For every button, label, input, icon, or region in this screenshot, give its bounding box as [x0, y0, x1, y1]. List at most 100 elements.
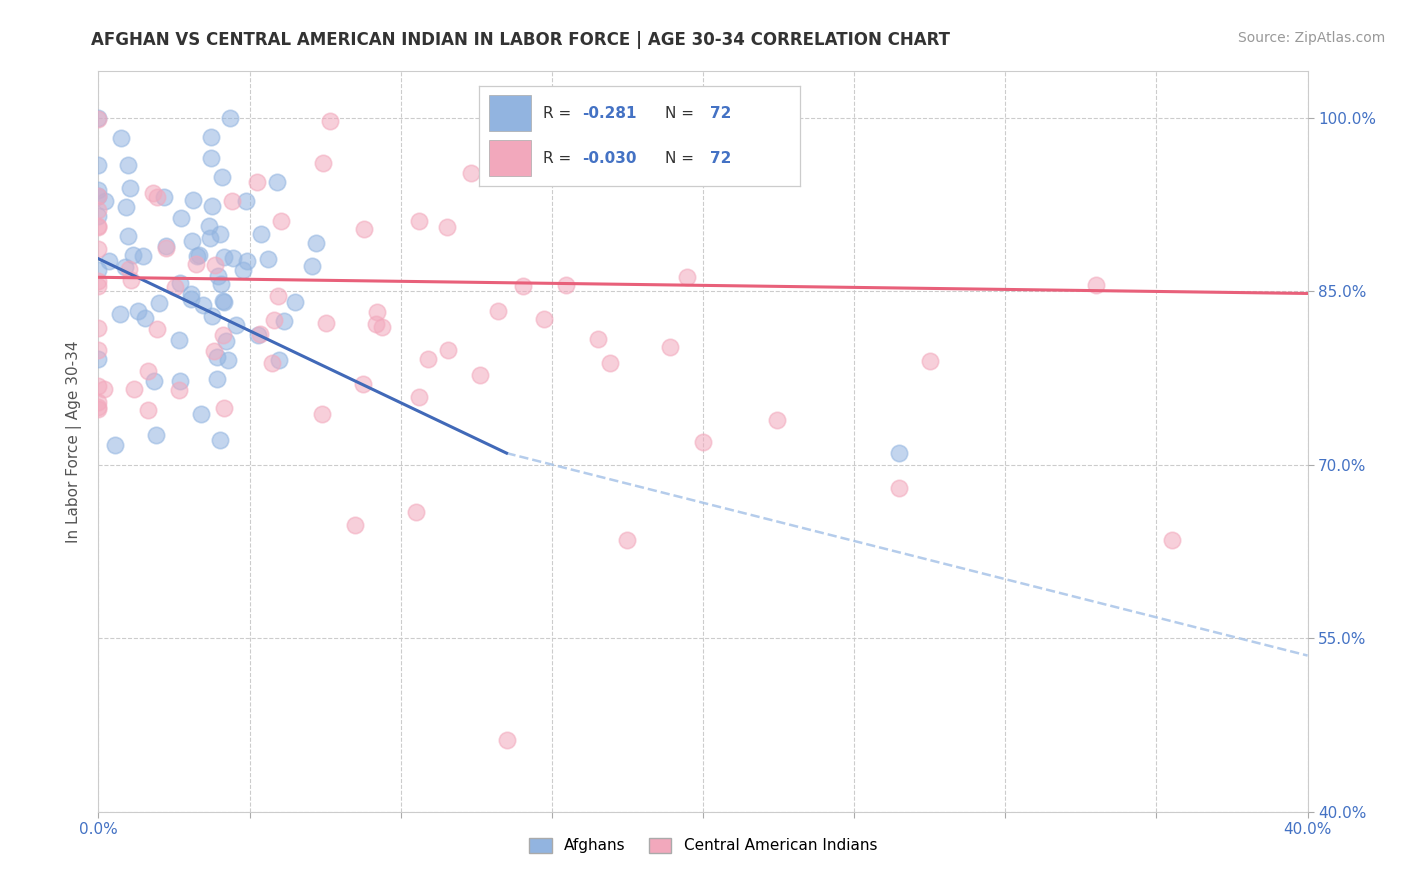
Point	[87, 274, 110, 288]
Point	[155, 241, 177, 255]
Point	[533, 311, 555, 326]
Point	[93, 382, 115, 396]
Point	[165, 280, 187, 294]
Point	[180, 234, 202, 248]
Point	[87, 401, 110, 416]
Point	[187, 247, 209, 261]
Point	[364, 317, 387, 331]
Point	[186, 249, 208, 263]
Point	[87, 320, 110, 334]
Point	[142, 374, 165, 388]
Point	[1160, 533, 1182, 547]
Point	[371, 320, 394, 334]
Point	[250, 227, 273, 241]
Point	[117, 158, 139, 172]
Point	[191, 298, 214, 312]
Point	[408, 390, 430, 404]
Text: AFGHAN VS CENTRAL AMERICAN INDIAN IN LABOR FORCE | AGE 30-34 CORRELATION CHART: AFGHAN VS CENTRAL AMERICAN INDIAN IN LAB…	[91, 31, 950, 49]
Point	[208, 433, 231, 447]
Point	[353, 221, 375, 235]
Point	[169, 375, 191, 389]
Point	[319, 114, 342, 128]
Point	[97, 254, 120, 268]
Point	[183, 193, 205, 207]
Point	[205, 350, 228, 364]
Point	[169, 277, 191, 291]
Point	[87, 279, 110, 293]
Point	[267, 352, 290, 367]
Point	[202, 344, 225, 359]
Point	[273, 314, 295, 328]
Point	[246, 328, 269, 343]
Point	[344, 517, 367, 532]
Point	[214, 294, 236, 309]
Point	[167, 384, 190, 398]
Point	[114, 260, 136, 274]
Point	[87, 203, 110, 218]
Point	[87, 111, 110, 125]
Point	[408, 213, 430, 227]
Point	[266, 175, 288, 189]
Point	[301, 259, 323, 273]
Point	[460, 166, 482, 180]
Point	[437, 343, 460, 357]
Point	[209, 277, 232, 291]
Point	[219, 111, 242, 125]
Point	[87, 242, 110, 256]
Point	[108, 307, 131, 321]
Point	[87, 209, 110, 223]
Point	[311, 407, 333, 421]
Point	[120, 273, 142, 287]
Point	[232, 262, 254, 277]
Point	[197, 219, 219, 234]
Point	[676, 270, 699, 285]
Point	[148, 295, 170, 310]
Point	[87, 351, 110, 366]
Text: Source: ZipAtlas.com: Source: ZipAtlas.com	[1237, 31, 1385, 45]
Point	[215, 334, 238, 349]
Point	[212, 328, 235, 343]
Point	[236, 253, 259, 268]
Point	[221, 194, 243, 208]
Point	[120, 181, 142, 195]
Point	[87, 394, 110, 409]
Point	[221, 251, 243, 265]
Point	[167, 333, 190, 347]
Point	[212, 293, 235, 308]
Point	[180, 292, 202, 306]
Point	[118, 262, 141, 277]
Point	[87, 189, 110, 203]
Point	[87, 189, 110, 203]
Point	[267, 289, 290, 303]
Point	[263, 313, 285, 327]
Point	[284, 295, 307, 310]
Point	[142, 186, 165, 201]
Point	[305, 235, 328, 250]
Point	[155, 239, 177, 253]
Point	[87, 400, 110, 414]
Point	[87, 219, 110, 233]
Point	[214, 250, 236, 264]
Point	[87, 263, 110, 277]
Point	[122, 248, 145, 262]
Point	[212, 401, 235, 415]
Y-axis label: In Labor Force | Age 30-34: In Labor Force | Age 30-34	[66, 340, 83, 543]
Point	[138, 403, 160, 417]
Point	[352, 376, 374, 391]
Point	[190, 407, 212, 421]
Point	[131, 249, 153, 263]
Point	[169, 211, 191, 225]
Point	[889, 481, 911, 495]
Point	[658, 340, 681, 354]
Point	[145, 321, 167, 335]
Point	[211, 170, 233, 185]
Point	[134, 310, 156, 325]
Point	[262, 356, 284, 370]
Point	[87, 343, 110, 358]
Point	[246, 175, 269, 189]
Point	[87, 158, 110, 172]
Point	[599, 356, 621, 370]
Point	[114, 200, 136, 214]
Point	[495, 733, 517, 747]
Point	[208, 227, 231, 241]
